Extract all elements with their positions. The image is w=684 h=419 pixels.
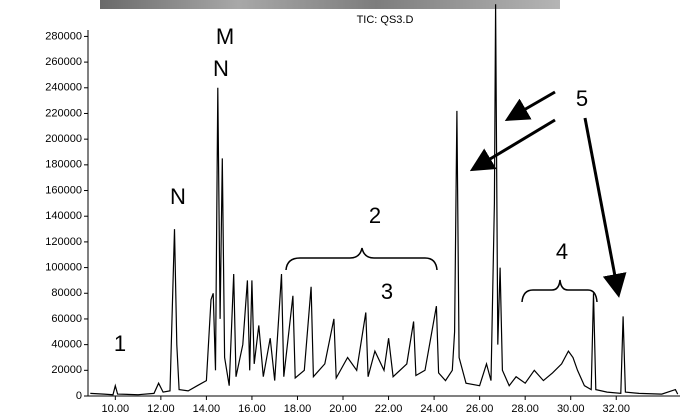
y-tick-label: 220000 — [45, 107, 82, 119]
y-tick-label: 280000 — [45, 30, 82, 42]
y-tick-label: 80000 — [51, 287, 82, 299]
annotation: 5 — [576, 86, 588, 111]
y-tick-label: 120000 — [45, 236, 82, 248]
y-tick-label: 20000 — [51, 364, 82, 376]
y-tick-label: 140000 — [45, 210, 82, 222]
x-tick-label: 18.00 — [284, 403, 312, 415]
brackets — [285, 247, 598, 303]
annotation: 3 — [381, 279, 393, 304]
arrows — [469, 90, 627, 298]
x-tick-label: 20.00 — [329, 403, 357, 415]
banner — [100, 0, 560, 9]
y-tick-label: 100000 — [45, 261, 82, 273]
y-tick-label: 180000 — [45, 159, 82, 171]
y-tick-label: 260000 — [45, 56, 82, 68]
x-tick-label: 28.00 — [511, 403, 539, 415]
y-tick-label: 60000 — [51, 313, 82, 325]
annotation: 1 — [114, 331, 126, 356]
x-tick-label: 24.00 — [420, 403, 448, 415]
annotation: 2 — [369, 203, 381, 228]
y-tick-label: 160000 — [45, 184, 82, 196]
x-tick-label: 30.00 — [557, 403, 585, 415]
x-tick-label: 12.00 — [147, 403, 175, 415]
x-tick-label: 14.00 — [193, 403, 221, 415]
x-tick-label: 22.00 — [375, 403, 403, 415]
x-tick-label: 26.00 — [466, 403, 494, 415]
chromatogram-line — [90, 4, 679, 396]
annotation: M — [216, 24, 234, 49]
y-tick-label: 40000 — [51, 339, 82, 351]
x-tick-label: 10.00 — [102, 403, 130, 415]
x-tick-label: 16.00 — [238, 403, 266, 415]
x-tick-label: 32.00 — [602, 403, 630, 415]
annotation: 4 — [556, 239, 568, 264]
y-tick-label: 240000 — [45, 82, 82, 94]
annotation: N — [170, 184, 186, 209]
y-tick-label: 200000 — [45, 133, 82, 145]
y-tick-label: 0 — [76, 390, 82, 402]
annotation: N — [213, 56, 229, 81]
chart-title: TIC: QS3.D — [357, 14, 414, 26]
